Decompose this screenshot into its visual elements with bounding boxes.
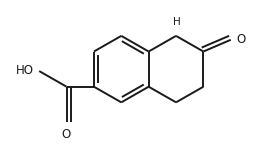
Text: HO: HO bbox=[16, 64, 34, 77]
Text: O: O bbox=[61, 128, 70, 141]
Text: H: H bbox=[173, 17, 181, 27]
Text: O: O bbox=[237, 33, 246, 46]
